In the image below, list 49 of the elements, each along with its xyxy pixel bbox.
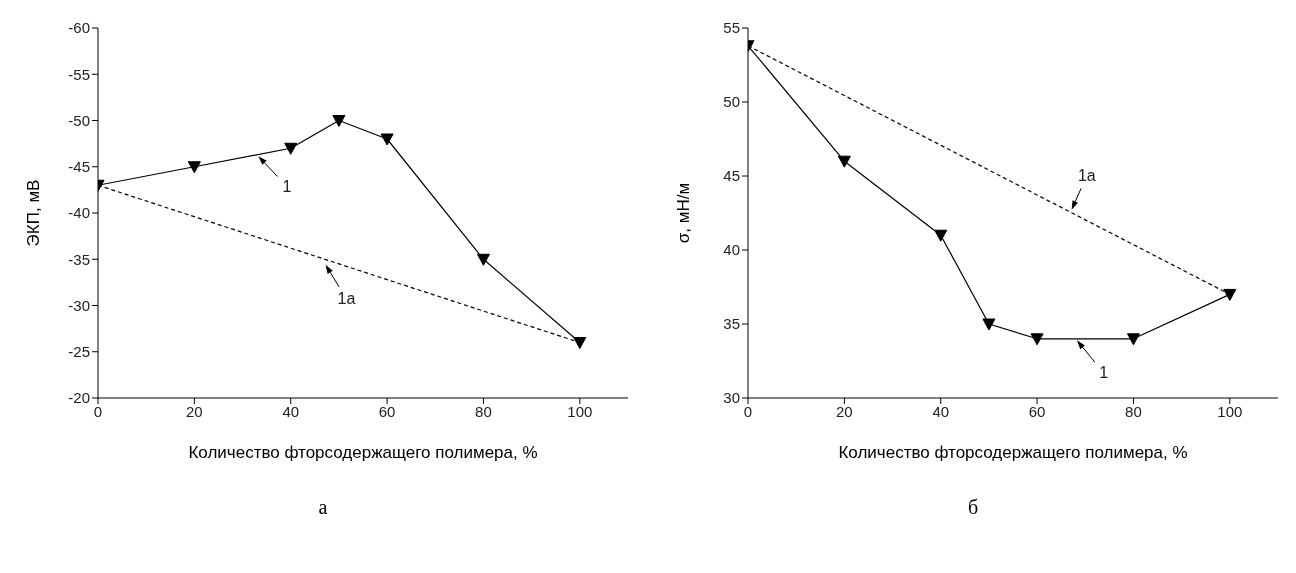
point: [573, 337, 587, 349]
text: а: [317, 496, 329, 519]
point: [837, 155, 851, 168]
y-tick-label: -40: [68, 204, 90, 222]
y-tick-label: -25: [68, 343, 90, 361]
x-tick-label: 40: [932, 402, 950, 420]
y-axis-title: ЭКП, мВ: [24, 179, 44, 247]
y-tick-label: -60: [68, 19, 90, 37]
x-tick-label: 40: [282, 402, 300, 420]
text: б: [966, 496, 980, 519]
point: [187, 161, 201, 174]
annotation: 1а: [337, 289, 356, 307]
y-tick-label: 30: [723, 389, 740, 407]
x-tick-label: 80: [475, 402, 492, 420]
y-axis-title: σ, мН/м: [674, 182, 694, 244]
point: [332, 115, 346, 127]
point: [982, 318, 996, 331]
x-tick-label: 0: [93, 402, 103, 420]
x-tick-label: 60: [378, 402, 396, 420]
x-tick-label: 80: [1125, 402, 1142, 420]
point: [1126, 333, 1140, 346]
x-tick-label: 20: [836, 402, 853, 420]
y-tick-label: 45: [723, 167, 740, 185]
x-tick-label: 100: [567, 402, 593, 420]
x-tick-label: 0: [743, 402, 753, 420]
y-tick-label: -20: [68, 389, 90, 407]
x-tick-label: 60: [1028, 402, 1046, 420]
y-tick-label: 55: [723, 19, 740, 37]
point: [1223, 288, 1237, 301]
annotation: 1: [1099, 363, 1109, 381]
y-tick-label: 35: [723, 315, 740, 333]
y-tick-label: -55: [68, 65, 90, 83]
point: [934, 229, 948, 242]
x-tick-label: 100: [1217, 402, 1243, 420]
y-tick-label: -45: [68, 158, 90, 176]
y-tick-label: 40: [723, 241, 740, 259]
y-tick-label: 50: [723, 93, 740, 111]
y-tick-label: -35: [68, 250, 90, 268]
point: [284, 142, 298, 155]
x-axis-title: Количество фторсодержащего полимера, %: [188, 443, 538, 462]
x-axis-title: Количество фторсодержащего полимера, %: [838, 443, 1188, 462]
x-tick-label: 20: [186, 402, 203, 420]
y-tick-label: -30: [68, 296, 90, 314]
point: [476, 253, 490, 266]
point: [380, 133, 394, 146]
y-tick-label: -50: [68, 111, 90, 129]
point: [1030, 333, 1044, 346]
annotation: 1: [282, 177, 292, 195]
annotation: 1а: [1077, 166, 1096, 184]
